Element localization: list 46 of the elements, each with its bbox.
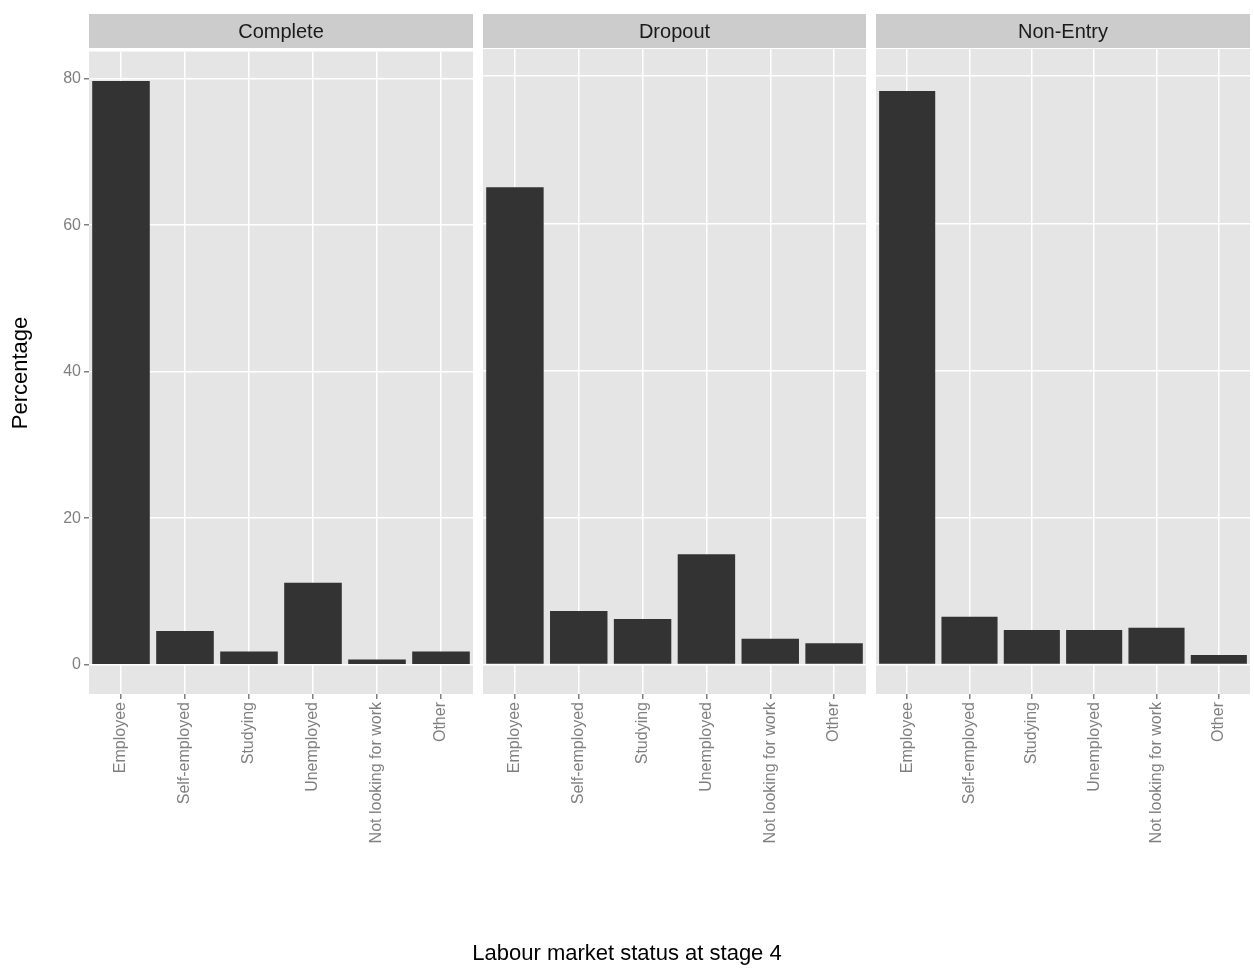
bar xyxy=(677,554,736,664)
bar xyxy=(1003,630,1060,664)
x-tick-label: Employee xyxy=(505,701,523,774)
bar xyxy=(412,651,470,664)
y-tick-label: 40 xyxy=(63,362,82,380)
x-tick-label: Not looking for work xyxy=(367,701,385,844)
x-tick-label: Self-employed xyxy=(569,702,587,805)
y-tick-label: 80 xyxy=(63,69,82,87)
x-tick-label: Not looking for work xyxy=(1146,701,1164,844)
y-tick-label: 20 xyxy=(63,508,82,526)
x-tick-label: Other xyxy=(431,701,449,743)
chart-title: Non-Entry xyxy=(876,14,1250,48)
x-tick-label: Other xyxy=(1209,701,1227,743)
bar xyxy=(156,631,214,664)
x-tick-label: Unemployed xyxy=(303,702,321,792)
x-axis-title: Labour market status at stage 4 xyxy=(471,940,783,966)
x-tick-label: Other xyxy=(824,701,842,743)
x-tick-label: Employee xyxy=(111,701,129,774)
bar xyxy=(348,659,406,664)
x-tick-label: Studying xyxy=(632,702,650,765)
bar xyxy=(1128,627,1185,664)
bar xyxy=(613,618,672,664)
chart-title: Dropout xyxy=(483,14,866,48)
x-tick-label: Self-employed xyxy=(175,702,193,805)
x-tick-label: Unemployed xyxy=(696,702,714,792)
x-tick-label: Studying xyxy=(1022,702,1040,765)
bar xyxy=(284,582,342,664)
bar xyxy=(92,80,150,664)
x-tick-label: Self-employed xyxy=(959,702,977,805)
bar xyxy=(1066,630,1123,664)
y-tick-label: 0 xyxy=(72,655,82,673)
bar xyxy=(550,610,608,664)
x-tick-label: Employee xyxy=(897,701,915,774)
bar xyxy=(805,643,863,664)
bar xyxy=(741,638,799,664)
x-tick-label: Unemployed xyxy=(1084,702,1102,792)
bar xyxy=(1190,655,1247,664)
bar xyxy=(941,616,998,664)
chart-title: Complete xyxy=(89,14,473,48)
y-tick-label: 60 xyxy=(63,215,82,233)
y-axis-title: Percentage xyxy=(7,315,33,432)
bar xyxy=(220,651,278,664)
x-tick-label: Studying xyxy=(239,702,257,765)
bar xyxy=(486,187,544,664)
bar xyxy=(879,90,936,664)
x-tick-label: Not looking for work xyxy=(760,701,778,844)
